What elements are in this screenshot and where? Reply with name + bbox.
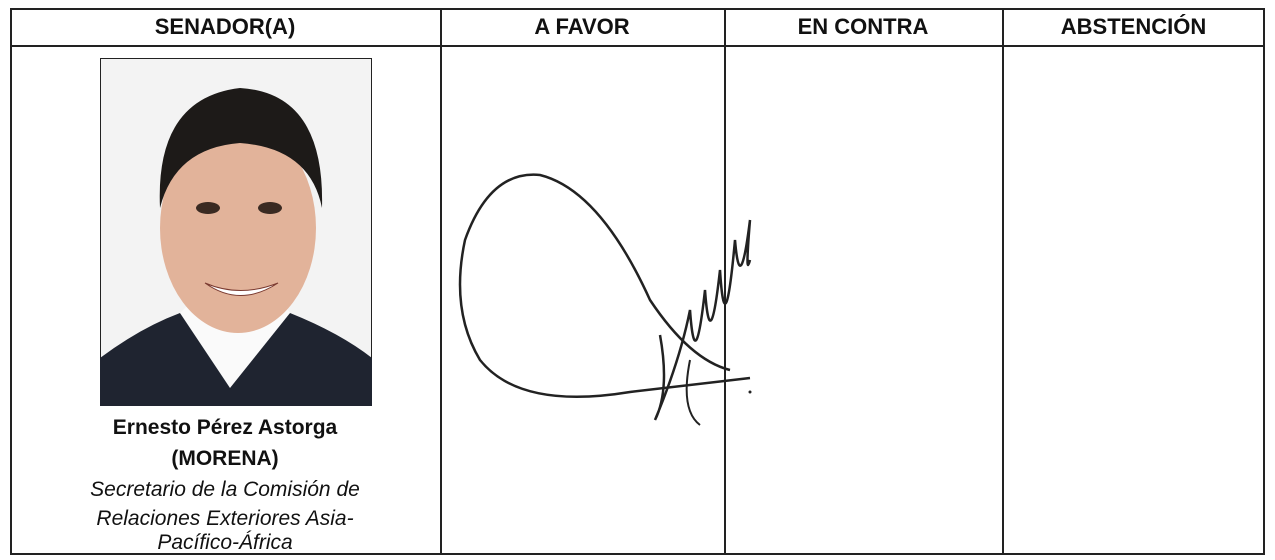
column-header: ABSTENCIÓN [1060, 14, 1207, 39]
signature [458, 173, 752, 426]
rule [10, 553, 1265, 555]
rule [1263, 8, 1265, 555]
senator-name: Ernesto Pérez Astorga [112, 416, 338, 439]
rule [440, 8, 442, 555]
senator-role: Relaciones Exteriores Asia- [96, 507, 354, 530]
rule [1002, 8, 1004, 555]
rule [10, 8, 12, 555]
senator-photo [100, 58, 372, 406]
rule [10, 8, 1265, 10]
rule [10, 45, 1265, 47]
senator-party: (MORENA) [171, 447, 279, 470]
column-header: SENADOR(A) [154, 14, 296, 39]
rule [724, 8, 726, 555]
column-header: A FAVOR [534, 14, 630, 39]
column-header: EN CONTRA [797, 14, 929, 39]
senator-role: Pacífico-África [157, 531, 293, 554]
senator-role: Secretario de la Comisión de [90, 478, 360, 501]
